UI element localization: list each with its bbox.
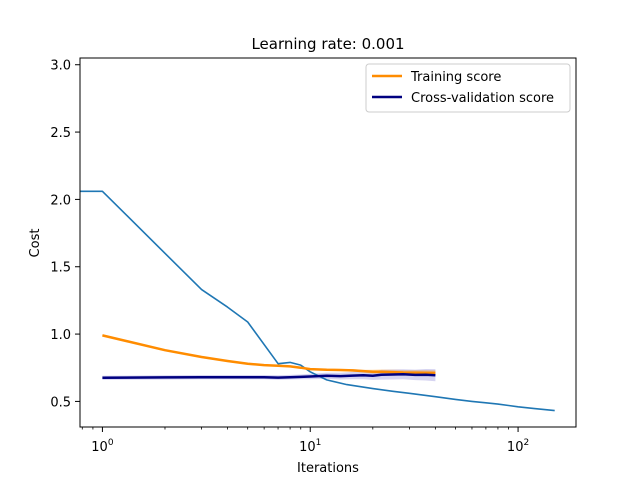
x-axis-label: Iterations xyxy=(297,461,359,476)
x-axis-ticks: 100 101 102 xyxy=(81,427,529,455)
x-tick-label-1: 101 xyxy=(299,438,321,455)
x-tick-label-0: 100 xyxy=(91,438,114,455)
y-axis-label: Cost xyxy=(28,229,43,258)
y-tick-label-3: 2.0 xyxy=(50,193,71,208)
series-line-1 xyxy=(102,372,436,380)
y-tick-label-0: 0.5 xyxy=(50,395,71,410)
y-tick-label-4: 2.5 xyxy=(50,126,71,141)
plot-area-frame xyxy=(79,57,577,428)
y-tick-label-5: 3.0 xyxy=(50,59,71,74)
confidence-band-0 xyxy=(102,334,436,376)
y-tick-label-1: 1.0 xyxy=(50,328,71,343)
legend-box xyxy=(365,63,571,113)
legend-label-cross-validation: Cross-validation score xyxy=(411,91,554,106)
y-axis-ticks: 0.5 1.0 1.5 2.0 2.5 3.0 xyxy=(50,59,80,410)
series-line-2 xyxy=(80,190,555,412)
legend-label-training: Training score xyxy=(410,70,501,85)
legend: Training score Cross-validation score xyxy=(365,63,571,113)
chart-title: Learning rate: 0.001 xyxy=(251,35,404,53)
y-tick-label-2: 1.5 xyxy=(50,261,71,276)
series-line-0 xyxy=(102,334,436,375)
series-lines xyxy=(80,190,555,412)
x-tick-label-2: 102 xyxy=(507,438,529,455)
